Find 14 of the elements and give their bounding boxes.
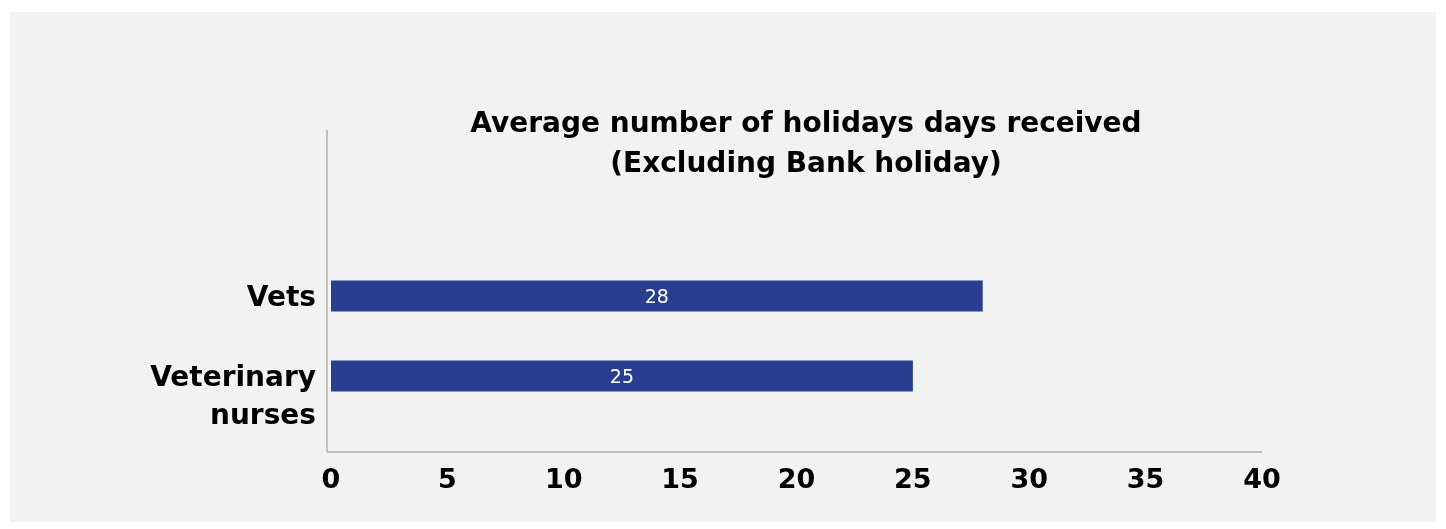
data-label: 28 [644, 284, 669, 307]
data-label: 25 [609, 364, 635, 387]
x-tick-label: 25 [894, 463, 932, 494]
x-tick-label: 30 [1010, 463, 1049, 494]
chart-title: Average number of holidays days received (Excluding Bank holiday) [470, 106, 1142, 179]
x-tick-label: 10 [544, 463, 583, 494]
x-tick-label: 15 [661, 463, 699, 494]
x-tick-label: 35 [1126, 463, 1165, 494]
x-tick-label: 5 [437, 463, 457, 494]
y-tick-label: Vets [246, 279, 316, 313]
x-tick-label: 40 [1243, 463, 1281, 494]
x-tick-label: 20 [777, 463, 816, 494]
y-tick-label: Veterinary nurses [150, 359, 316, 431]
x-tick-label: 0 [321, 463, 341, 494]
